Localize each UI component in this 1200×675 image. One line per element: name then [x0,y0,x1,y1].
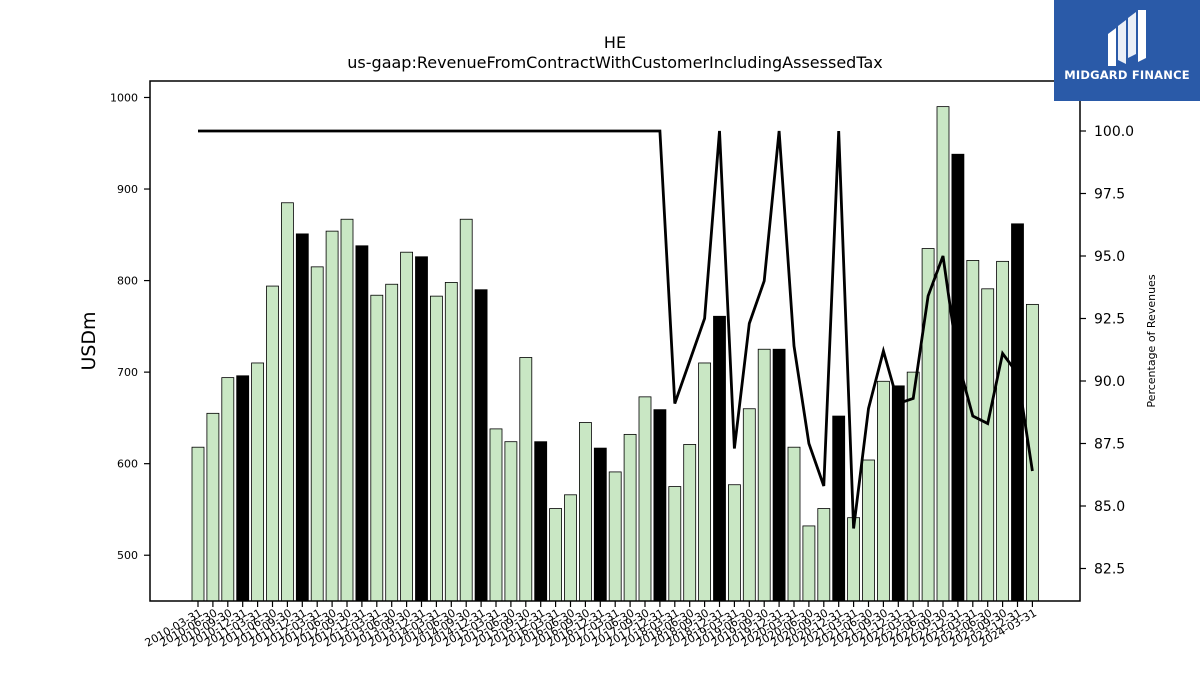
bar-2021-09-30 [877,380,890,602]
bar-2015-06-30 [504,441,518,602]
bar-2017-12-31 [653,409,667,602]
bar-2012-12-31 [355,245,369,602]
y2-tick-label: 85.0 [1094,499,1125,515]
bar-2020-12-31 [832,415,846,602]
bar-2019-09-30 [757,348,771,602]
bar-2023-12-31 [1011,223,1024,602]
bar-2020-09-30 [817,508,831,602]
bar-2012-03-31 [310,266,324,602]
bar-2012-09-30 [340,218,354,602]
y2-tick-label: 95.0 [1094,249,1125,265]
bar-2010-12-31 [236,375,250,602]
bar-2014-03-31 [429,295,443,602]
bar-2016-03-31 [549,508,562,602]
percentage-series [198,129,1034,529]
y2-tick-label: 82.5 [1094,562,1125,578]
bar-2011-12-31 [295,233,309,602]
bar-2018-12-31 [713,315,726,602]
bar-2014-12-31 [474,289,488,602]
bar-2013-12-31 [415,256,428,602]
bar-2023-03-31 [966,260,980,602]
bar-2018-09-30 [698,362,711,602]
bar-2017-06-30 [623,433,637,602]
bar-2019-06-30 [742,408,756,602]
bar-2022-09-30 [936,106,950,602]
y2-tick-label: 92.5 [1094,312,1125,328]
y-tick-label: 700 [117,366,138,379]
bar-2013-03-31 [370,294,384,602]
y2-tick-label: 97.5 [1094,187,1125,203]
bar-2011-06-30 [266,285,279,602]
chart-subtitle: us-gaap:RevenueFromContractWithCustomerI… [347,53,882,72]
bar-series [191,106,1039,602]
bar-2017-03-31 [608,471,622,602]
bar-2013-09-30 [400,251,414,602]
bar-2021-12-31 [891,385,905,602]
y-tick-label: 500 [117,549,138,562]
y-axis-left: 500 600 700 800 900 1000 [110,91,150,562]
y-tick-label: 1000 [110,91,138,104]
bar-2013-06-30 [385,283,399,602]
bar-2014-09-30 [459,218,473,602]
bar-2015-12-31 [534,441,548,602]
bar-2011-03-31 [251,362,265,602]
bar-2011-09-30 [280,202,294,602]
bar-2022-03-31 [906,371,920,602]
chart-title: HE [604,33,626,52]
y2-tick-label: 100.0 [1094,124,1134,140]
y-tick-label: 800 [117,275,138,288]
logo-text: MIDGARD FINANCE [1064,68,1190,82]
bar-2019-03-31 [728,484,741,602]
y-tick-label: 900 [117,183,138,196]
bar-2018-06-30 [683,444,697,602]
bar-2016-06-30 [564,494,577,602]
bar-2020-06-30 [802,525,816,602]
y-axis-label: USDm [78,311,100,370]
bar-2021-03-31 [847,517,860,602]
y-tick-label: 600 [117,458,138,471]
logo-mark-icon [1108,10,1146,66]
bar-2015-03-31 [489,428,503,602]
bar-2017-09-30 [638,396,652,602]
bar-2018-03-31 [668,486,682,602]
x-axis: 2010-03-312010-06-302010-09-302010-12-31… [143,601,1039,650]
bar-2023-06-30 [981,288,995,602]
brand-logo: MIDGARD FINANCE [1054,0,1200,101]
bar-2016-12-31 [593,447,607,602]
bar-2012-06-30 [325,230,339,602]
bar-2023-09-30 [996,260,1009,602]
bar-2019-12-31 [772,348,786,602]
y-axis-right: 82.5 85.0 87.5 90.0 92.5 95.0 97.5 100.0 [1080,124,1134,578]
bar-2021-06-30 [862,459,875,602]
bar-2020-03-31 [787,446,801,602]
y2-axis-label: Percentage of Revenues [1145,274,1158,407]
y2-tick-label: 87.5 [1094,437,1125,453]
bar-2015-09-30 [519,357,533,602]
y2-tick-label: 90.0 [1094,374,1125,390]
bar-2010-06-30 [206,412,220,602]
percentage-line [198,129,1034,529]
bar-2010-09-30 [221,377,235,602]
bar-2010-03-31 [191,446,205,602]
bar-2014-06-30 [444,282,458,602]
bar-2016-09-30 [579,422,592,602]
